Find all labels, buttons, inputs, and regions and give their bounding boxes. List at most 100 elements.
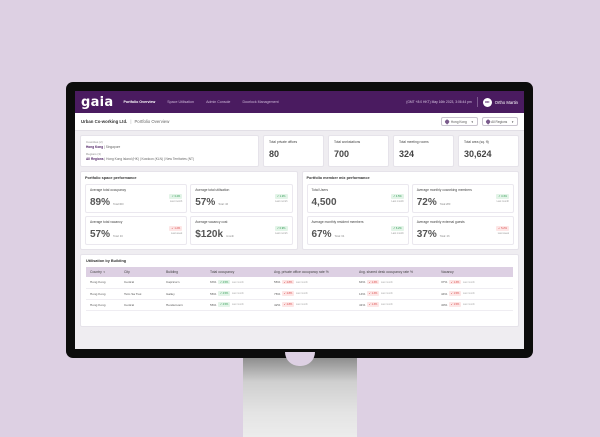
breadcrumb-company[interactable]: Urban Co-working Ltd. xyxy=(81,119,128,124)
region-others[interactable]: | Hong Kong Island (HK) | Kowloon (KLN) … xyxy=(103,156,195,161)
country-filter-dropdown[interactable]: Hong Kong ▼ xyxy=(441,117,478,126)
table-row[interactable]: Hong Kong Tsim Sa Tsui Galley 56% ↗ 4.5% L… xyxy=(86,288,513,300)
country-filter-label: Hong Kong xyxy=(450,119,467,124)
cell-value: 56% xyxy=(210,302,217,307)
avatar[interactable]: OD xyxy=(482,97,492,107)
kpi-card: Average total vacancy 57% Total: 46 ↙ 1.2… xyxy=(85,216,188,245)
cell-value: 64% xyxy=(359,280,366,285)
trend-badge: ↗ 0.9% xyxy=(274,226,288,231)
kpi-label: Average monthly coworking members xyxy=(416,188,472,192)
kpi-card: Average total utilisation 57% Total: 46 ↗… xyxy=(190,184,293,213)
nav-admin-console[interactable]: Admin Console xyxy=(206,100,231,104)
trend-badge: ↗ 4.5% xyxy=(218,291,230,296)
main-content: Countries (2) Hong Kong | Singapore Regi… xyxy=(75,131,524,331)
breadcrumb-separator: | xyxy=(130,119,132,124)
sort-icon[interactable]: ▼ xyxy=(102,271,106,274)
kpi-card: Average monthly coworking members 72% Tot… xyxy=(411,184,514,213)
kpi-value-group: 37% Total: 26 xyxy=(417,229,450,240)
cell-total-occupancy: 56% ↗ 4.5% Last month xyxy=(206,288,270,300)
kpi-period: Last month xyxy=(391,232,404,235)
filters: Hong Kong ▼ All Regions ▼ xyxy=(441,117,518,126)
stat-value: 324 xyxy=(399,149,415,159)
countries-list: Hong Kong | Singapore xyxy=(86,145,253,149)
table-row[interactable]: Hong Kong Central Capricorn 63% ↗ 4.5% Las… xyxy=(86,277,513,289)
trend-badge: ↙ 1.5% xyxy=(449,291,461,296)
kpi-value: 89% xyxy=(90,197,111,208)
stand-cable-hole xyxy=(285,352,315,366)
column-header-country[interactable]: Country▼ xyxy=(86,267,120,277)
kpi-sub: Total:300 xyxy=(113,203,124,206)
kpi-value-group: 4,500 xyxy=(312,197,340,208)
country-hong-kong[interactable]: Hong Kong xyxy=(86,145,104,149)
kpi-period: Last month xyxy=(275,200,288,203)
cell-building: Henderson1 xyxy=(162,299,206,311)
nav-portfolio-overview[interactable]: Portfolio Overview xyxy=(123,100,156,104)
utilisation-table: Country▼ City Building Total occupancy A… xyxy=(86,267,513,311)
kpi-period: Last month xyxy=(391,200,404,203)
country-others[interactable]: | Singapore xyxy=(103,145,121,149)
cell-private-office-rate: 42% ↙ 2.8% Last month xyxy=(270,299,355,311)
cell-value: 42% xyxy=(274,302,281,307)
cell-period: Last month xyxy=(295,303,308,306)
cell-value: 14% xyxy=(359,291,366,296)
kpi-value: $120k xyxy=(195,229,224,240)
kpi-label: Total Users xyxy=(311,188,329,192)
kpi-label: Average monthly external guests xyxy=(416,220,465,224)
table-row[interactable]: Hong Kong Central Henderson1 56% ↗ 4.5% La… xyxy=(86,299,513,311)
gaia-logo[interactable]: gaia xyxy=(81,94,114,110)
cell-country: Hong Kong xyxy=(86,299,120,311)
column-header-vacancy[interactable]: Vacancy xyxy=(437,267,513,277)
panel-title: Portfolio space performance xyxy=(85,176,137,180)
nav-divider xyxy=(476,97,478,107)
kpi-value-group: $120k/month xyxy=(195,229,234,240)
trend-badge: ↗ 3.4% xyxy=(169,194,183,199)
location-selector-card: Countries (2) Hong Kong | Singapore Regi… xyxy=(80,135,259,167)
cell-private-office-rate: 56% ↙ 2.8% Last month xyxy=(270,277,355,289)
column-header-total-occupancy[interactable]: Total occupancy xyxy=(206,267,270,277)
cell-building: Capricorn xyxy=(162,277,206,289)
column-header-shared-desk-rate[interactable]: Avg. shared desk occupancy rate % xyxy=(355,267,437,277)
cell-value: 76% xyxy=(274,291,281,296)
region-filter-dropdown[interactable]: All Regions ▼ xyxy=(481,117,518,126)
cell-value: 56% xyxy=(210,291,217,296)
cell-value: 41% xyxy=(359,302,366,307)
table-header-row: Country▼ City Building Total occupancy A… xyxy=(86,267,513,277)
table-title: Utilisation by Building xyxy=(86,259,127,263)
stat-value: 700 xyxy=(334,149,350,159)
stat-label: Total area (sq. ft) xyxy=(464,140,489,144)
trend-badge: ↙ 2.8% xyxy=(282,291,294,296)
breadcrumb-page: Portfolio Overview xyxy=(134,119,170,124)
kpi-label: Average monthly resident members xyxy=(311,220,364,224)
cell-value: 44% xyxy=(441,291,448,296)
region-all[interactable]: All Regions xyxy=(86,156,104,161)
kpi-label: Average total occupancy xyxy=(90,188,127,192)
cell-period: Last month xyxy=(295,292,308,295)
cell-vacancy: 44% ↙ 1.5% Last month xyxy=(437,288,513,300)
trend-badge: ↗ 4.5% xyxy=(218,302,230,307)
stat-meeting-rooms: Total meeting rooms 324 xyxy=(393,135,454,167)
top-nav: gaia Portfolio Overview Space Utilisatio… xyxy=(75,91,524,113)
nav-doorlock-management[interactable]: Doorlock Management xyxy=(242,100,279,104)
stat-label: Total workstations xyxy=(334,140,361,144)
kpi-value-group: 67% Total: 64 xyxy=(312,229,345,240)
stat-value: 80 xyxy=(269,149,280,159)
kpi-period: Last month xyxy=(275,232,288,235)
kpi-value: 72% xyxy=(416,197,437,208)
kpi-value-group: 89% Total:300 xyxy=(90,197,124,208)
column-header-building[interactable]: Building xyxy=(162,267,206,277)
user-name[interactable]: Ortho Martin xyxy=(494,99,518,105)
kpi-period: Last month xyxy=(496,200,509,203)
utilisation-table-card: Utilisation by Building Country▼ City Bu… xyxy=(80,254,519,327)
countries-label: Countries (2) xyxy=(86,140,103,144)
column-header-city[interactable]: City xyxy=(120,267,162,277)
stat-private-offices: Total private offices 80 xyxy=(263,135,324,167)
nav-space-utilisation[interactable]: Space Utilisation xyxy=(167,100,195,104)
kpi-card: Average vacancy cost $120k/month ↗ 0.9% … xyxy=(190,216,293,245)
trend-badge: ↙ 1.5% xyxy=(449,302,461,307)
kpi-value: 4,500 xyxy=(311,197,337,208)
cell-period: Last month xyxy=(231,303,244,306)
kpi-period: Last week xyxy=(170,232,183,235)
stat-workstations: Total workstations 700 xyxy=(328,135,389,167)
regions-list: All Regions | Hong Kong Island (HK) | Ko… xyxy=(86,157,253,161)
column-header-private-office-rate[interactable]: Avg. private office occupancy rate % xyxy=(270,267,355,277)
